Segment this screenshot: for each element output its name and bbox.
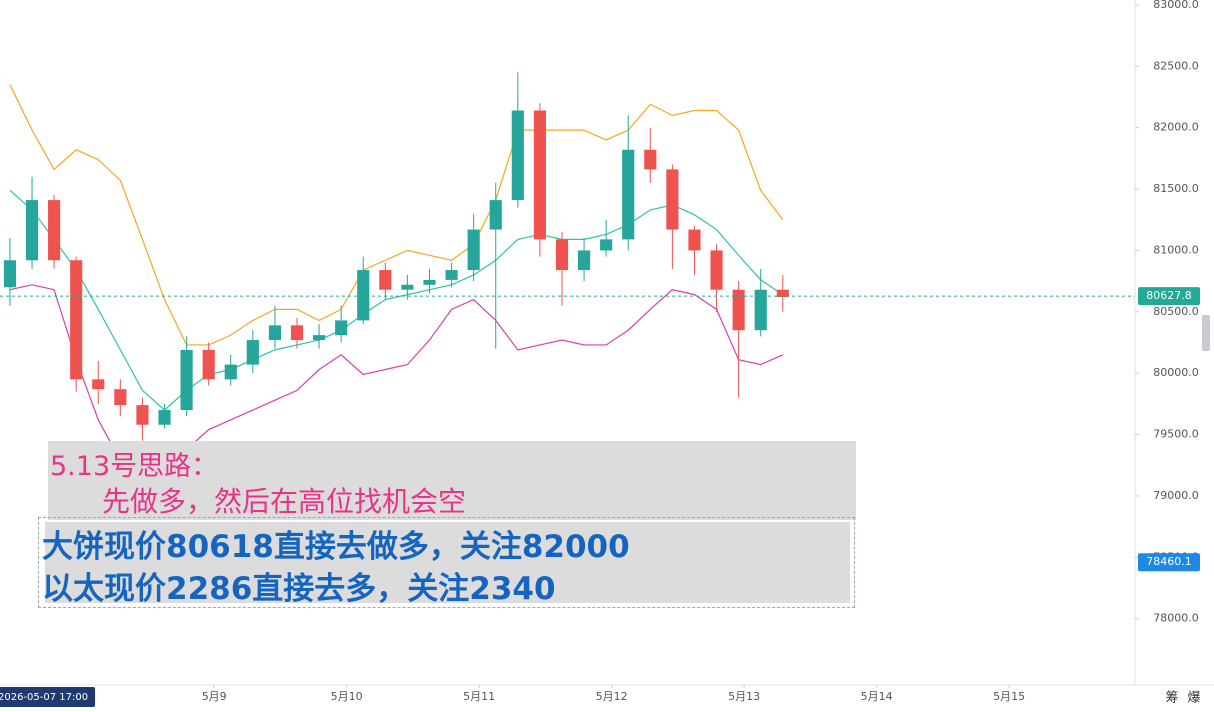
x-tick-label: 5月12 <box>596 690 628 703</box>
candle-body <box>114 389 127 406</box>
y-tick-label: 80000.0 <box>1153 366 1199 379</box>
candle-body <box>555 239 569 271</box>
candle-body <box>666 169 679 230</box>
corner-label: 爆 <box>1187 691 1200 706</box>
y-tick-label: 81500.0 <box>1153 182 1199 195</box>
x-tick-label: 5月15 <box>993 690 1025 703</box>
crosshair-time-badge <box>0 687 96 707</box>
crosshair-price-label: 78460.1 <box>1146 555 1192 568</box>
candle-body <box>401 284 414 290</box>
candle-body <box>70 260 83 380</box>
y-tick-label: 78000.0 <box>1153 612 1199 625</box>
candle-body <box>600 239 613 251</box>
x-tick-label: 5月13 <box>728 690 760 703</box>
note-plan: 先做多，然后在高位找机会空 <box>102 485 467 518</box>
upper-band <box>9 84 784 346</box>
note-heading: 5.13号思路： <box>50 451 219 482</box>
crosshair-time-label: 2026-05-07 17:00 <box>0 692 88 703</box>
candle-body <box>622 149 635 240</box>
candle-body <box>202 349 215 380</box>
candle-body <box>644 149 657 170</box>
x-tick-label: 5月14 <box>861 690 893 703</box>
candle-body <box>467 229 480 271</box>
middle-band <box>9 189 784 411</box>
note-box-top <box>48 441 856 520</box>
candle-body <box>710 250 723 290</box>
candle-body <box>180 349 193 411</box>
candle-body <box>511 110 524 201</box>
candle-body <box>379 270 392 290</box>
candle-body <box>313 335 326 341</box>
x-tick-label: 5月11 <box>463 690 495 703</box>
note-box-fill <box>45 522 850 603</box>
candle-body <box>25 200 39 261</box>
candle-body <box>48 200 61 261</box>
note-box-bottom <box>38 517 855 608</box>
y-tick-label: 82000.0 <box>1153 121 1199 134</box>
y-tick-label: 81000.0 <box>1153 243 1199 256</box>
candle-body <box>92 379 105 390</box>
last-price-badge <box>1138 287 1200 306</box>
candle-body <box>246 340 259 365</box>
candle-body <box>533 110 546 240</box>
candle-body <box>136 405 149 425</box>
candle-body <box>3 260 17 288</box>
y-tick-label: 79500.0 <box>1153 428 1199 441</box>
y-tick-label: 83000.0 <box>1153 0 1199 11</box>
candle-body <box>445 270 458 280</box>
crosshair-price-badge <box>1138 553 1200 572</box>
y-tick-label: 82500.0 <box>1153 59 1199 72</box>
candle-body <box>577 250 591 271</box>
y-tick-label: 79000.0 <box>1153 489 1199 502</box>
candle-body <box>268 325 281 341</box>
candle-body <box>754 289 767 331</box>
candle-body <box>732 289 745 331</box>
candle-body <box>776 289 789 298</box>
scroll-handle[interactable] <box>1202 315 1210 351</box>
last-price-label: 80627.8 <box>1146 289 1192 302</box>
candle-body <box>688 229 701 251</box>
note-btc: 大饼现价80618直接去做多，关注82000 <box>42 529 630 565</box>
note-eth: 以太现价2286直接去多，关注2340 <box>42 571 556 607</box>
x-tick-label: 5月9 <box>202 690 227 703</box>
candle-body <box>158 410 171 425</box>
plot-area <box>0 72 1135 471</box>
y-tick-label: 80500.0 <box>1153 305 1199 318</box>
candle-body <box>290 325 304 341</box>
candle-body <box>357 270 370 321</box>
candle-body <box>489 200 502 230</box>
candle-body <box>224 364 237 380</box>
candle-body <box>335 320 348 336</box>
candle-body <box>423 279 436 285</box>
x-tick-label: 5月10 <box>331 690 363 703</box>
corner-label: 筹 <box>1165 690 1178 706</box>
